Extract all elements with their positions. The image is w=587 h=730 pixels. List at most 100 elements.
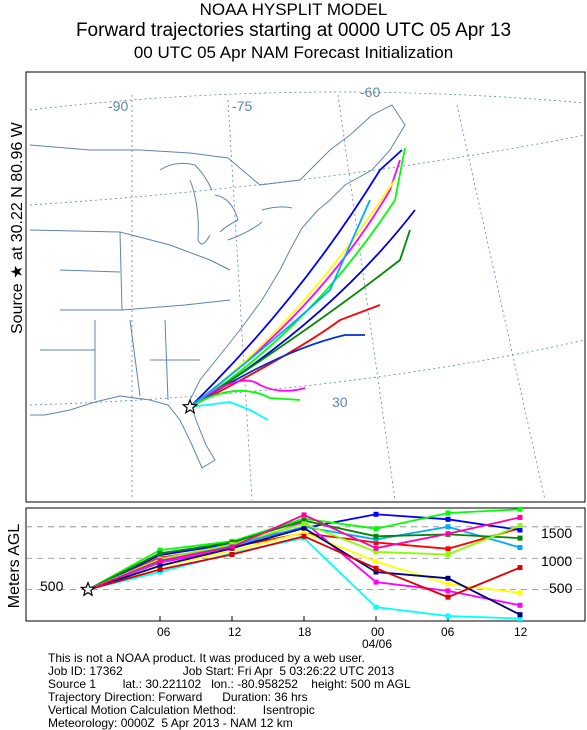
state-borders — [29, 229, 231, 401]
lake-huron — [214, 194, 239, 233]
footer-line-meteorology: Meteorology: 0000Z 5 Apr 2013 - NAM 12 k… — [48, 716, 293, 730]
profile-point-marker — [445, 588, 451, 594]
parallel-30 — [29, 339, 585, 406]
lake-superior — [159, 162, 213, 191]
meridian-75 — [227, 99, 253, 501]
profile-point-marker — [301, 525, 307, 531]
lake-erie — [227, 221, 263, 241]
profile-x-tick-label: 12 — [228, 625, 242, 639]
profile-y-tick-label: 1500 — [541, 525, 572, 541]
profile-point-marker — [373, 526, 379, 532]
profile-point-marker — [157, 550, 163, 556]
profile-point-marker — [517, 616, 523, 621]
profile-point-marker — [445, 575, 451, 581]
profile-point-marker — [229, 544, 235, 550]
profile-point-marker — [517, 602, 523, 608]
profile-point-marker — [301, 521, 307, 527]
profile-y-tick-label: 1000 — [541, 553, 572, 569]
profile-frame — [25, 507, 586, 622]
profile-point-marker — [373, 533, 379, 539]
profile-x-tick-label: 06 — [157, 625, 171, 639]
profile-point-marker — [229, 552, 235, 557]
meridian-45 — [456, 104, 546, 501]
lake-ontario — [261, 206, 293, 211]
profile-point-marker — [445, 613, 451, 619]
profile-point-marker — [517, 527, 523, 533]
profile-source-star-icon — [79, 580, 97, 597]
footer-line-job: Job ID: 17362 Job Start: Fri Apr 5 03:26… — [48, 664, 395, 678]
profile-point-marker — [373, 536, 379, 542]
profile-point-marker — [445, 552, 451, 557]
profile-point-marker — [517, 514, 523, 520]
profile-point-marker — [373, 549, 379, 555]
profile-point-marker — [517, 523, 523, 529]
trajectory-map-line — [189, 199, 371, 408]
footer-info: This is not a NOAA product. It was produ… — [48, 652, 586, 730]
trajectory-map-line — [189, 379, 306, 408]
profile-point-marker — [373, 565, 379, 571]
profile-point-marker — [445, 524, 451, 530]
profile-point-marker — [373, 511, 379, 517]
southeast-coast — [30, 209, 319, 469]
trajectory-map-line — [189, 209, 416, 408]
profile-point-marker — [157, 563, 163, 569]
profile-point-marker — [373, 545, 379, 551]
profile-point-marker — [301, 530, 307, 535]
trajectory-map-line — [189, 389, 301, 408]
profile-series-line — [87, 537, 521, 620]
profile-point-marker — [445, 594, 451, 600]
profile-point-marker — [301, 533, 307, 539]
profile-x-tick-label: 18 — [298, 625, 312, 639]
profile-point-marker — [517, 506, 523, 512]
parallel-50 — [29, 91, 585, 111]
parallel-40 — [29, 134, 585, 206]
profile-series — [87, 506, 523, 621]
profile-point-marker — [445, 531, 451, 537]
lat-label: 30 — [332, 394, 348, 410]
profile-point-marker — [373, 604, 379, 610]
profile-point-marker — [157, 558, 163, 564]
profile-x-tick-label: 12 — [514, 625, 528, 639]
trajectory-map-line — [189, 229, 411, 408]
footer-line-vertical-motion: Vertical Motion Calculation Method: Isen… — [48, 703, 315, 717]
profile-point-marker — [373, 558, 379, 564]
chart-title: Forward trajectories starting at 0000 UT… — [75, 20, 512, 41]
source-star-icon — [181, 398, 199, 415]
lon-label: -75 — [232, 98, 252, 114]
profile-point-marker — [157, 567, 163, 572]
profile-point-marker — [517, 565, 523, 571]
profile-start-height-label: 500 — [40, 578, 64, 594]
model-title: NOAA HYSPLIT MODEL — [199, 0, 388, 19]
map-graticule — [29, 91, 585, 501]
profile-point-marker — [445, 516, 451, 522]
profile-x-tick-label: 00 — [371, 625, 385, 639]
northeast-coast — [227, 104, 406, 211]
trajectory-map-line — [189, 149, 403, 408]
profile-y-tick-label: 500 — [549, 580, 573, 596]
lon-label: -60 — [360, 84, 380, 100]
map-trajectories — [189, 147, 416, 421]
footer-line-disclaimer: This is not a NOAA product. It was produ… — [48, 651, 365, 665]
profile-point-marker — [373, 540, 379, 545]
profile-point-marker — [517, 590, 523, 596]
trajectory-map-line — [189, 147, 406, 408]
profile-point-marker — [517, 535, 523, 541]
profile-point-marker — [445, 581, 451, 587]
profile-point-marker — [445, 510, 451, 516]
profile-point-marker — [301, 518, 307, 524]
lon-label: -90 — [108, 98, 128, 114]
map-panel: -90 -75 -60 30 — [25, 71, 586, 503]
profile-point-marker — [373, 579, 379, 585]
meridian-60 — [337, 94, 396, 501]
map-outlines — [29, 104, 406, 469]
profile-point-marker — [373, 569, 379, 575]
profile-point-marker — [445, 546, 451, 552]
us-canada-border — [29, 144, 229, 159]
profile-point-marker — [517, 612, 523, 618]
profile-panel: 500 1500 1000 500 06 12 18 00 06 12 04/0… — [25, 506, 586, 651]
profile-point-marker — [157, 547, 163, 553]
profile-point-marker — [301, 512, 307, 518]
map-frame — [25, 71, 586, 503]
chart-subtitle: 00 UTC 05 Apr NAM Forecast Initializatio… — [133, 43, 454, 62]
